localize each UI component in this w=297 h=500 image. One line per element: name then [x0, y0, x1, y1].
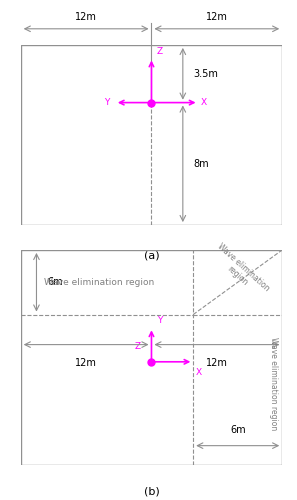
Text: 6m: 6m	[47, 277, 63, 287]
Text: 12m: 12m	[75, 12, 97, 22]
Text: Y: Y	[104, 98, 110, 107]
Text: X: X	[196, 368, 202, 377]
Text: 8m: 8m	[193, 159, 209, 169]
Text: 12m: 12m	[206, 12, 228, 22]
Text: Z: Z	[135, 342, 141, 351]
Text: Y: Y	[157, 316, 162, 325]
Text: 3.5m: 3.5m	[193, 69, 218, 79]
Text: 12m: 12m	[75, 358, 97, 368]
Text: Wave elimination region: Wave elimination region	[268, 336, 277, 430]
Text: (b): (b)	[143, 486, 159, 496]
Text: (a): (a)	[144, 250, 159, 260]
Text: 6m: 6m	[230, 425, 246, 435]
Text: X: X	[201, 98, 207, 107]
Text: Wave elimination
region: Wave elimination region	[209, 242, 271, 301]
Text: Z: Z	[157, 47, 163, 56]
Text: 12m: 12m	[206, 358, 228, 368]
Text: Wave elimination region: Wave elimination region	[44, 278, 154, 287]
